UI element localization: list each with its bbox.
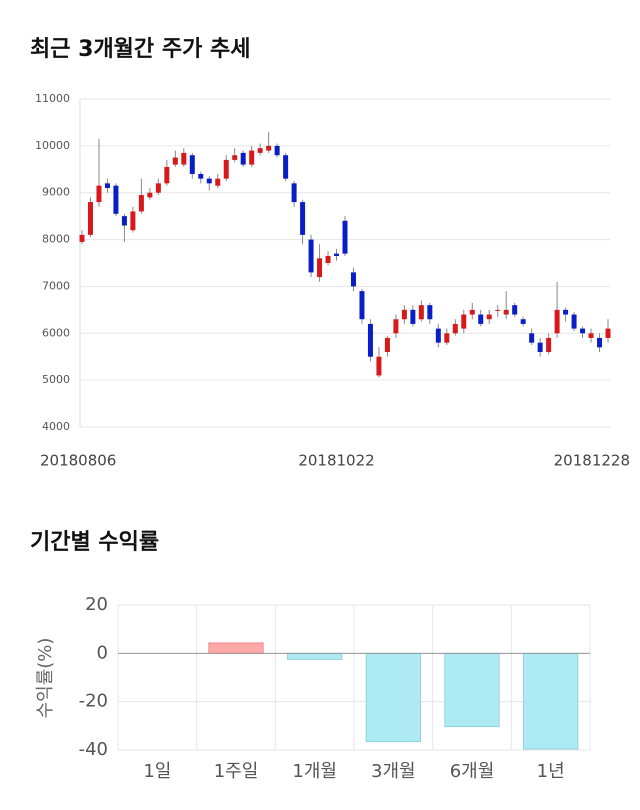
candle-body <box>571 314 577 329</box>
bar <box>444 652 500 728</box>
candle-body <box>121 216 127 226</box>
candle-body <box>87 202 93 235</box>
candle-body <box>512 305 518 315</box>
x-tick-label: 1년 <box>537 761 565 782</box>
candle-body <box>334 253 340 256</box>
candle-body <box>554 309 560 334</box>
y-tick-label: 7000 <box>42 279 70 292</box>
candle-body <box>147 192 153 198</box>
bar <box>287 652 343 660</box>
candle-body <box>452 323 458 334</box>
candle-body <box>444 333 450 343</box>
candle-body <box>546 337 552 353</box>
candle-body <box>215 178 221 186</box>
candle-body <box>104 183 110 189</box>
candle-body <box>520 319 526 324</box>
candle-body <box>359 291 365 320</box>
y-tick-label: 5000 <box>42 373 70 386</box>
y-tick-label: 4000 <box>42 420 70 433</box>
y-tick-label: 9000 <box>42 186 70 199</box>
candle-body <box>486 314 492 320</box>
candle-body <box>138 195 144 212</box>
candle-body <box>588 333 594 338</box>
y-tick-label: 0 <box>97 642 108 663</box>
candle-body <box>529 333 535 343</box>
candle-body <box>461 314 467 329</box>
x-tick-label: 1개월 <box>292 761 337 782</box>
y-tick-label: 6000 <box>42 326 70 339</box>
candle-body <box>266 145 272 151</box>
candle-body <box>495 309 501 311</box>
candle-body <box>503 309 509 315</box>
candle-body <box>300 202 306 235</box>
candle-body <box>164 166 170 184</box>
candle-body <box>308 239 314 273</box>
y-tick-label: -40 <box>79 739 108 760</box>
candle-body <box>274 145 280 156</box>
candle-body <box>418 305 424 320</box>
bar <box>523 652 579 750</box>
candle-body <box>580 328 586 334</box>
x-tick-label: 6개월 <box>450 761 495 782</box>
candle-body <box>130 211 136 231</box>
candle-body <box>249 150 255 165</box>
candle-body <box>291 183 297 203</box>
candle-body <box>172 157 178 165</box>
candle-body <box>113 185 119 214</box>
candle-body <box>325 255 331 263</box>
candle-body <box>206 178 212 184</box>
x-tick-label: 1주일 <box>214 761 259 782</box>
candle-body <box>376 356 382 376</box>
candle-body <box>79 234 85 242</box>
candle-body <box>342 220 348 254</box>
candle-body <box>350 272 356 287</box>
candle-body <box>605 328 611 338</box>
x-tick-label: 20181228 <box>554 452 630 470</box>
chart-title: 최근 3개월간 주가 추세 <box>30 37 250 62</box>
y-tick-label: 11000 <box>35 92 70 105</box>
x-tick-label: 1일 <box>143 761 171 782</box>
x-tick-label: 20180806 <box>40 452 116 470</box>
bar <box>365 652 421 743</box>
candle-body <box>155 183 161 193</box>
candle-body <box>257 148 263 153</box>
x-tick-label: 3개월 <box>371 761 416 782</box>
candle-body <box>189 155 195 174</box>
candle-body <box>563 309 569 315</box>
y-tick-label: 20 <box>85 594 108 615</box>
candle-body <box>367 323 373 357</box>
bar <box>208 642 264 654</box>
y-tick-label: -20 <box>79 691 108 712</box>
y-tick-label: 8000 <box>42 233 70 246</box>
x-tick-label: 20181022 <box>298 452 374 470</box>
candle-body <box>410 309 416 324</box>
candle-body <box>478 314 484 324</box>
candle-body <box>393 319 399 334</box>
candle-body <box>232 155 238 160</box>
candle-body <box>317 258 323 278</box>
y-tick-label: 10000 <box>35 139 70 152</box>
chart-title: 기간별 수익률 <box>30 530 159 555</box>
candle-body <box>96 185 102 203</box>
candle-body <box>401 309 407 320</box>
candle-body <box>223 159 229 179</box>
candle-body <box>427 305 433 320</box>
candle-body <box>198 173 204 179</box>
y-axis-label: 수익률(%) <box>35 638 56 719</box>
candle-body <box>384 337 390 353</box>
candle-body <box>597 337 603 348</box>
candle-body <box>181 152 187 165</box>
candle-body <box>435 328 441 343</box>
candle-body <box>469 309 475 315</box>
candle-body <box>240 152 246 165</box>
candle-body <box>537 342 543 353</box>
candle-body <box>283 155 289 179</box>
